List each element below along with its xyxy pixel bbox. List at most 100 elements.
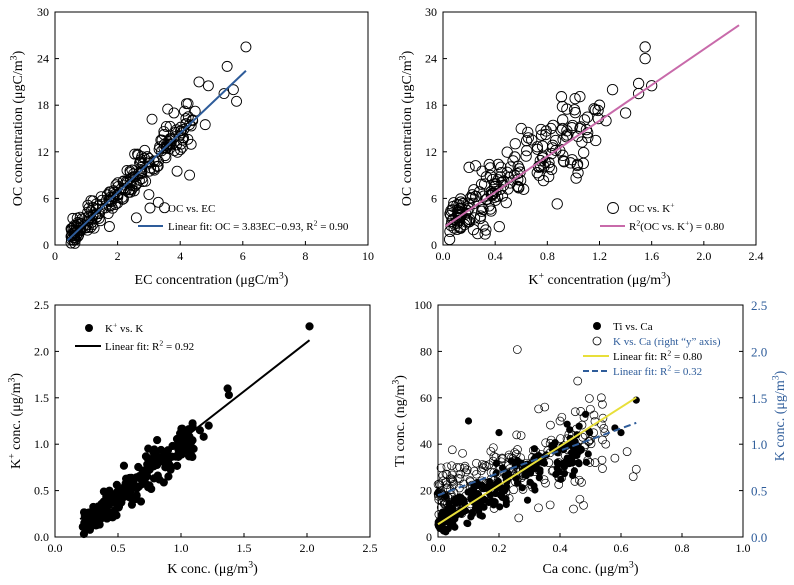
data-point: [632, 77, 645, 90]
data-point-k: [556, 434, 565, 443]
data-point: [199, 119, 211, 131]
data-point: [477, 203, 489, 216]
data-point: [121, 164, 133, 176]
data-point: [227, 84, 239, 96]
data-point: [74, 211, 86, 223]
data-point-k: [545, 500, 555, 510]
data-point: [168, 107, 180, 119]
y-tick-label: 2.0: [34, 344, 49, 358]
y-tick-label: 0: [431, 238, 437, 252]
y-axis-label: OC concentration (μgC/m3): [397, 50, 415, 206]
data-point-k: [448, 475, 457, 485]
data-point: [131, 178, 142, 190]
x-tick-label: 0.0: [436, 249, 451, 263]
panel-c-plot: 0.0 0.5 1.0 1.5 2.0 2.5 0.0 0.5 1.0 1.5 2.0 2.5 K co…: [6, 298, 377, 577]
data-point-k: [601, 439, 611, 449]
y-tick-label: 18: [37, 98, 49, 112]
data-point: [639, 52, 651, 65]
data-point: [561, 103, 573, 115]
data-point: [134, 462, 143, 472]
data-point: [483, 158, 495, 171]
data-point: [188, 419, 197, 428]
data-point-ti: [582, 458, 590, 466]
data-point: [458, 218, 471, 231]
y-tick-label: 0.0: [34, 530, 49, 544]
data-point: [463, 161, 475, 173]
data-point-ti: [498, 464, 507, 472]
data-point-k: [452, 463, 462, 472]
data-point: [120, 176, 132, 188]
data-point: [590, 134, 602, 147]
data-point: [593, 99, 606, 111]
data-point-k: [455, 462, 465, 472]
data-point: [128, 494, 137, 503]
data-point: [446, 204, 459, 216]
data-point: [231, 95, 242, 107]
y-tick-label: 100: [414, 298, 432, 312]
data-point: [476, 165, 488, 177]
x-axis-label: EC concentration (μgC/m3): [135, 270, 289, 288]
x-axis-label: K+ concentration (μg/m3): [528, 270, 671, 288]
data-point: [156, 445, 166, 455]
y-tick-label: 20: [420, 484, 432, 498]
data-point: [471, 227, 484, 240]
data-point-ti: [502, 482, 511, 490]
data-point-ti: [518, 484, 526, 492]
data-point-ti: [513, 456, 521, 464]
data-point-ti: [445, 499, 453, 507]
x-tick-label: 4: [177, 249, 183, 263]
data-point-k: [513, 445, 522, 454]
y-tick-label: 6: [43, 191, 49, 205]
data-point: [179, 105, 190, 117]
data-point-ti: [464, 417, 473, 425]
data-point-k: [442, 470, 452, 480]
data-point: [576, 136, 588, 148]
data-point: [119, 486, 128, 496]
x-tick-label: 0: [52, 249, 58, 263]
data-point: [143, 453, 152, 462]
data-point: [473, 186, 486, 198]
data-point: [534, 154, 546, 167]
data-point: [466, 189, 478, 201]
data-point-ti: [492, 459, 501, 468]
panel-d-frame: [437, 304, 744, 538]
data-point: [187, 115, 199, 127]
data-point: [171, 452, 180, 461]
data-point: [469, 160, 482, 172]
data-point-k: [599, 424, 609, 433]
data-point-k: [449, 487, 459, 497]
data-point-k: [557, 412, 567, 422]
data-point: [632, 87, 645, 100]
data-point-ti: [577, 445, 585, 453]
x-tick-label: 1.5: [237, 541, 252, 555]
data-point-k: [447, 445, 457, 455]
legend-marker-filled: [85, 324, 93, 332]
data-point-ti: [486, 477, 494, 486]
x-tick-label: 1.0: [174, 541, 189, 555]
data-point-k: [469, 466, 479, 476]
fit-line: [79, 339, 311, 520]
data-point: [104, 499, 114, 508]
data-point: [509, 151, 521, 163]
data-point: [462, 216, 475, 228]
data-point-k: [598, 399, 607, 409]
legend-label-ti: Ti vs. Ca: [613, 321, 653, 333]
data-point-ti: [495, 429, 503, 437]
data-point: [143, 189, 155, 200]
data-point: [474, 212, 486, 225]
data-point: [79, 529, 89, 539]
data-point-ti: [535, 474, 543, 482]
data-point: [574, 91, 586, 103]
data-point: [606, 84, 619, 96]
x-tick-label: 6: [240, 249, 246, 263]
data-point: [521, 145, 533, 157]
data-point: [202, 80, 214, 92]
data-point: [144, 444, 153, 453]
data-point: [136, 164, 148, 176]
data-point-ti: [581, 410, 590, 418]
data-point: [450, 211, 462, 223]
panel-b-frame: [442, 11, 757, 246]
data-point-ti: [557, 475, 565, 483]
data-point: [547, 119, 559, 132]
data-point-ti: [560, 459, 568, 467]
